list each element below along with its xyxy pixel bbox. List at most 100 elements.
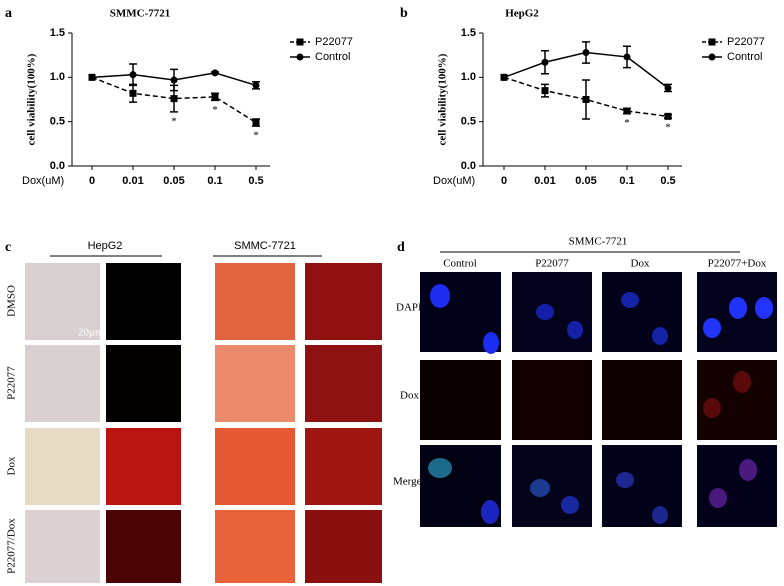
y-tick-label: 1.0	[50, 71, 65, 83]
marker	[170, 76, 178, 84]
x-axis-label: Dox(uM)	[22, 175, 64, 187]
micrograph	[215, 428, 295, 505]
nucleus	[733, 371, 751, 393]
significance-label: *	[665, 122, 671, 134]
micrograph	[106, 345, 181, 422]
micrograph	[602, 272, 682, 352]
y-tick-label: 0.0	[50, 160, 65, 172]
panel-label: c	[5, 240, 11, 255]
nucleus	[567, 321, 583, 339]
micrograph	[602, 360, 682, 440]
x-tick-label: 0.05	[163, 175, 184, 187]
nucleus	[709, 488, 727, 508]
marker	[623, 53, 631, 61]
x-tick-label: 0.5	[248, 175, 263, 187]
micrograph	[106, 428, 181, 505]
micrograph-grid	[25, 263, 382, 583]
micrograph	[215, 263, 295, 340]
column-label: Dox	[631, 258, 650, 270]
legend-marker	[708, 38, 716, 46]
x-axis-label: Dox(uM)	[433, 175, 475, 187]
marker	[664, 112, 672, 120]
chart-title: SMMC-7721	[110, 8, 171, 20]
legend-label: Control	[315, 51, 350, 63]
micrograph	[512, 360, 592, 440]
row-label: Dox	[6, 456, 18, 475]
micrograph	[512, 445, 592, 527]
x-tick-label: 0.01	[122, 175, 143, 187]
significance-label: *	[624, 117, 630, 129]
row-label: DAPI	[396, 302, 422, 314]
x-tick-label: 0.01	[534, 175, 555, 187]
marker	[252, 81, 260, 89]
significance-label: *	[253, 130, 259, 142]
marker	[129, 89, 137, 97]
nucleus	[652, 506, 668, 524]
legend-label: Control	[727, 51, 762, 63]
micrograph	[697, 445, 777, 527]
nucleus	[621, 292, 639, 308]
micrograph	[305, 263, 382, 340]
panel-label: a	[5, 6, 12, 21]
x-tick-label: 0	[89, 175, 95, 187]
marker	[211, 69, 219, 77]
nucleus	[483, 332, 499, 354]
marker	[252, 119, 260, 127]
series-line	[503, 76, 669, 118]
group-label: HepG2	[88, 240, 123, 252]
marker	[170, 95, 178, 103]
column-label: P22077+Dox	[708, 258, 767, 270]
group-label: SMMC-7721	[234, 240, 296, 252]
row-label: Merge	[393, 476, 422, 488]
nucleus	[430, 284, 450, 308]
nucleus	[536, 304, 554, 320]
marker	[582, 49, 590, 57]
micrograph	[305, 428, 382, 505]
marker	[623, 107, 631, 115]
chart-title: HepG2	[505, 8, 539, 20]
nucleus	[561, 496, 579, 514]
y-tick-label: 1.5	[461, 27, 476, 39]
micrograph	[25, 263, 100, 340]
y-tick-label: 1.0	[461, 71, 476, 83]
micrograph	[215, 510, 295, 583]
row-label: DMSO	[6, 285, 18, 317]
marker	[541, 87, 549, 95]
legend-marker	[296, 38, 304, 46]
micrograph	[602, 445, 682, 527]
nucleus	[729, 297, 747, 319]
micrograph	[106, 263, 181, 340]
row-label: P22077/Dox	[6, 518, 18, 574]
significance-label: *	[212, 104, 218, 116]
row-label: Dox	[400, 390, 419, 402]
y-axis-label: cell viability(100%)	[437, 53, 449, 145]
x-tick-label: 0	[501, 175, 507, 187]
significance-label: *	[171, 115, 177, 127]
micrograph	[106, 510, 181, 583]
y-tick-label: 0.0	[461, 160, 476, 172]
scale-bar-label: 20μm	[478, 534, 504, 546]
row-label: P22077	[6, 366, 18, 400]
nucleus	[703, 398, 721, 418]
micrograph	[25, 345, 100, 422]
nucleus	[755, 297, 773, 319]
y-axis-label: cell viability(100%)	[26, 53, 38, 145]
marker	[500, 73, 508, 81]
column-label: P22077	[535, 258, 569, 270]
legend-marker	[708, 53, 716, 61]
nucleus	[703, 318, 721, 338]
x-tick-label: 0.1	[619, 175, 634, 187]
y-tick-label: 0.5	[50, 116, 65, 128]
micrograph	[420, 360, 501, 440]
marker	[582, 96, 590, 103]
x-tick-label: 0.1	[207, 175, 222, 187]
y-tick-label: 1.5	[50, 27, 65, 39]
x-tick-label: 0.05	[575, 175, 596, 187]
scale-bar-label: 20μm	[78, 327, 104, 339]
micrograph	[305, 510, 382, 583]
nucleus	[428, 458, 452, 478]
marker	[541, 58, 549, 66]
column-label: Control	[443, 258, 477, 270]
y-tick-label: 0.5	[461, 116, 476, 128]
